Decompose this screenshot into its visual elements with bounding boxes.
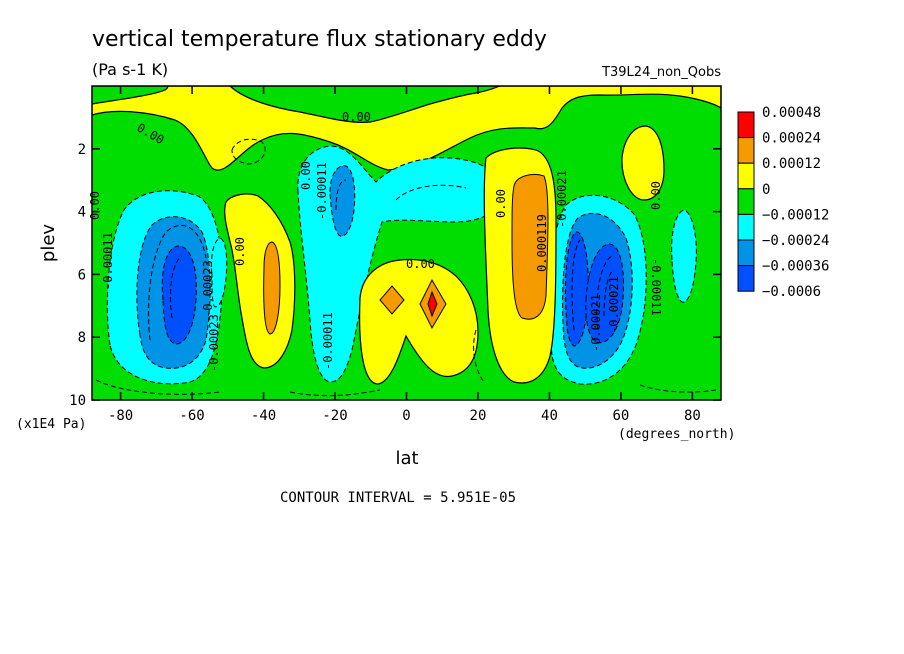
y-tick-label: 6 xyxy=(78,267,86,283)
legend-swatch xyxy=(737,162,755,190)
y-axis: 2 4 6 8 10 xyxy=(69,142,721,409)
contour-label: -0.00023 xyxy=(207,314,221,372)
contour-label: 0.00 xyxy=(233,237,247,266)
contour-label: 0.00 xyxy=(88,191,102,220)
x-axis: -80 -60 -40 -20 0 20 40 60 80 xyxy=(108,86,701,424)
plot-area xyxy=(92,86,721,400)
region-lobe-far-right xyxy=(671,209,697,303)
negative-contour-lines xyxy=(95,138,717,397)
legend-label: −0.00012 xyxy=(762,207,829,223)
contour-label: 0.00 xyxy=(406,257,435,271)
region-orange-left xyxy=(263,241,281,335)
legend-swatch xyxy=(737,111,755,139)
legend-swatch xyxy=(737,213,755,241)
chart-units: (Pa s-1 K) xyxy=(92,60,168,79)
region-yellow-right-upper xyxy=(621,125,665,201)
contour-labels: 0.00 0.00 0.00 0.00 0.00 0.00 0.00 0.00 … xyxy=(88,110,663,372)
legend-label: −0.00036 xyxy=(762,259,829,275)
y-axis-title: plev xyxy=(38,224,59,263)
contour-label: -0.00021 xyxy=(589,294,603,352)
y-axis-units: (x1E4 Pa) xyxy=(16,417,86,432)
region-yellow-left xyxy=(224,193,296,369)
region-upper-mid-blue xyxy=(329,165,356,237)
legend-label: 0.00048 xyxy=(762,105,821,121)
contour-label: -0.00021 xyxy=(607,276,621,334)
y-tick-label: 8 xyxy=(78,330,86,346)
contour-label: 0.00 xyxy=(342,110,371,124)
legend-label: 0.00024 xyxy=(762,131,821,147)
region-lobe-left-core xyxy=(161,245,197,345)
x-tick-label: 40 xyxy=(541,408,558,424)
legend-label: 0.00012 xyxy=(762,156,821,172)
region-orange-center-left xyxy=(379,285,405,315)
region-red-center xyxy=(427,290,438,318)
x-tick-label: -20 xyxy=(322,408,347,424)
contour-label: 0.000119 xyxy=(535,214,549,272)
y-tick-label: 10 xyxy=(69,393,86,409)
x-tick-label: 20 xyxy=(470,408,487,424)
region-lobe-small-left xyxy=(211,237,228,308)
legend-swatch xyxy=(737,188,755,215)
region-zero-top xyxy=(229,86,501,123)
x-tick-label: 0 xyxy=(402,408,410,424)
contour-label: 0.00 xyxy=(494,189,508,218)
x-tick-label: 60 xyxy=(613,408,630,424)
y-tick-label: 2 xyxy=(78,142,86,158)
x-tick-label: -40 xyxy=(251,408,276,424)
contour-label: -0.00011 xyxy=(315,162,329,220)
color-legend: 0.00048 0.00024 0.00012 0 −0.00012 −0.00024 −0… xyxy=(737,105,829,300)
contour-label: -0.00021 xyxy=(555,170,569,228)
contour-label: -0.00023 xyxy=(201,260,215,318)
contour-label: 0.00 xyxy=(299,161,313,190)
x-tick-label: -60 xyxy=(179,408,204,424)
contour-interval-note: CONTOUR INTERVAL = 5.951E-05 xyxy=(280,490,516,506)
legend-label: −0.0006 xyxy=(762,284,821,300)
x-tick-label: -80 xyxy=(108,408,133,424)
legend-swatch xyxy=(737,137,755,164)
legend-label: −0.00024 xyxy=(762,233,829,249)
x-axis-units: (degrees_north) xyxy=(618,427,735,442)
y-tick-label: 4 xyxy=(78,205,86,221)
region-orange-36n xyxy=(511,173,549,320)
x-axis-title: lat xyxy=(395,448,418,469)
legend-swatch xyxy=(737,239,755,267)
chart-title: vertical temperature flux stationary edd… xyxy=(92,27,547,52)
run-name: T39L24_non_Qobs xyxy=(601,65,721,80)
legend-label: 0 xyxy=(762,182,770,198)
contour-label: -0.00011 xyxy=(321,312,335,370)
legend-swatch xyxy=(737,265,755,292)
contour-label: -0.00011 xyxy=(101,232,115,290)
contour-label: -0.00011 xyxy=(649,258,663,316)
region-lobe-right-core-b xyxy=(585,243,624,344)
x-tick-label: 80 xyxy=(684,408,701,424)
contour-label: 0.00 xyxy=(649,181,663,210)
